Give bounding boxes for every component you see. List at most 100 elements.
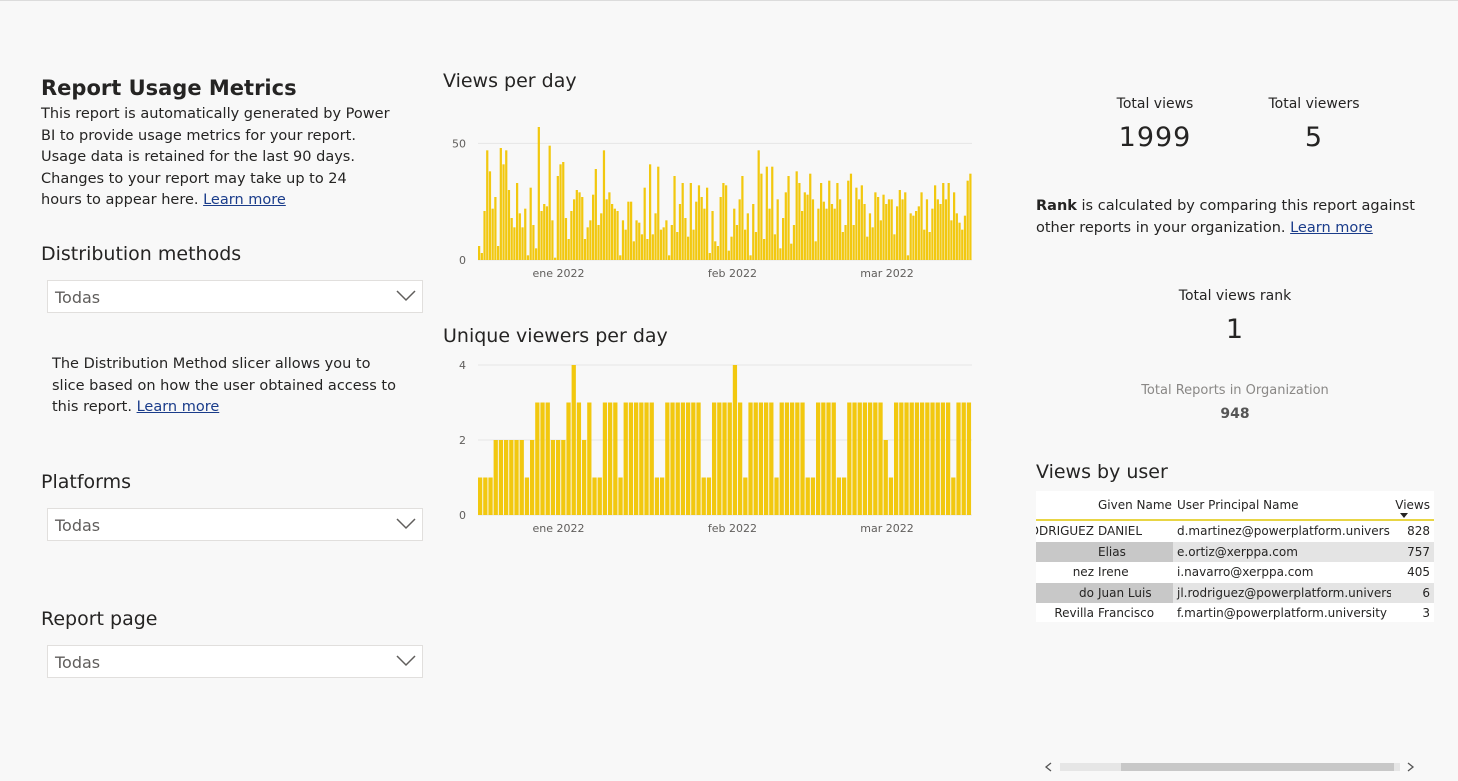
platforms-dropdown[interactable]: Todas (47, 508, 423, 541)
bar[interactable] (833, 208, 836, 260)
bar[interactable] (841, 232, 844, 260)
views-per-day-chart[interactable]: 0 50 ene 2022 feb 2022 mar 2022 (440, 100, 980, 290)
bar[interactable] (493, 440, 498, 515)
bar[interactable] (879, 220, 882, 260)
bar[interactable] (925, 199, 929, 260)
bar[interactable] (509, 440, 514, 515)
bar[interactable] (935, 402, 940, 516)
bar[interactable] (816, 402, 821, 516)
bar[interactable] (499, 148, 502, 260)
bar[interactable] (940, 402, 946, 516)
bar[interactable] (491, 208, 494, 260)
bar[interactable] (649, 164, 652, 260)
bar[interactable] (779, 248, 782, 260)
bar[interactable] (654, 213, 657, 260)
bar[interactable] (639, 402, 644, 516)
bar[interactable] (635, 220, 638, 260)
bar[interactable] (624, 229, 627, 260)
bar[interactable] (928, 232, 931, 260)
bar[interactable] (814, 241, 817, 260)
scrollbar-thumb[interactable] (1121, 763, 1394, 771)
bar[interactable] (686, 402, 691, 516)
bar[interactable] (809, 173, 812, 260)
report-page-dropdown[interactable]: Todas (47, 645, 423, 678)
bar[interactable] (586, 227, 589, 260)
bar[interactable] (757, 150, 760, 260)
bar[interactable] (665, 220, 668, 260)
bar[interactable] (849, 173, 853, 260)
bar[interactable] (961, 402, 966, 516)
bar[interactable] (896, 206, 899, 260)
bar[interactable] (530, 440, 535, 515)
bar[interactable] (646, 239, 649, 260)
bar[interactable] (904, 192, 907, 260)
bar[interactable] (643, 187, 646, 260)
bar[interactable] (771, 166, 774, 260)
bar[interactable] (894, 402, 899, 516)
bar[interactable] (581, 197, 584, 260)
bar[interactable] (550, 440, 556, 515)
bar[interactable] (630, 201, 633, 260)
bar[interactable] (873, 402, 878, 516)
bar[interactable] (909, 213, 912, 260)
bar[interactable] (516, 183, 519, 260)
bar[interactable] (578, 192, 581, 260)
bar[interactable] (743, 477, 748, 516)
bar[interactable] (681, 183, 684, 260)
bar[interactable] (673, 176, 676, 260)
bar[interactable] (695, 201, 698, 260)
bar[interactable] (847, 402, 852, 516)
bar[interactable] (675, 402, 680, 516)
bar[interactable] (768, 208, 771, 260)
bar[interactable] (956, 402, 961, 516)
bar[interactable] (951, 477, 956, 516)
bar[interactable] (765, 166, 768, 260)
bar[interactable] (701, 477, 706, 516)
bar[interactable] (882, 194, 885, 260)
bar[interactable] (696, 402, 701, 516)
bar[interactable] (963, 215, 967, 260)
bar[interactable] (748, 402, 753, 516)
bar[interactable] (730, 236, 733, 260)
bar[interactable] (917, 206, 920, 260)
bar[interactable] (640, 234, 644, 260)
bar[interactable] (618, 477, 623, 516)
bar[interactable] (623, 402, 628, 516)
bar[interactable] (540, 211, 543, 260)
bar[interactable] (594, 169, 597, 260)
bar[interactable] (714, 241, 717, 260)
table-row[interactable]: RODRIGUEZ DANIEL d.martinez@powerplatfor… (1036, 520, 1434, 542)
bar[interactable] (619, 255, 622, 260)
bar[interactable] (502, 164, 505, 260)
bar[interactable] (741, 176, 744, 260)
bar[interactable] (820, 183, 823, 260)
bar[interactable] (719, 197, 722, 260)
bar[interactable] (628, 402, 634, 516)
bar[interactable] (930, 402, 935, 516)
bar[interactable] (576, 402, 582, 516)
bar[interactable] (613, 402, 618, 516)
bar[interactable] (616, 211, 619, 260)
bar[interactable] (575, 190, 578, 260)
bar[interactable] (947, 183, 950, 260)
bar[interactable] (573, 199, 576, 260)
bar[interactable] (774, 477, 779, 516)
bar[interactable] (800, 402, 805, 516)
bar[interactable] (582, 440, 587, 515)
bar[interactable] (906, 255, 910, 260)
bar[interactable] (632, 241, 635, 260)
bar[interactable] (817, 208, 820, 260)
bar[interactable] (969, 173, 972, 260)
bar[interactable] (529, 187, 532, 260)
bar[interactable] (733, 208, 736, 260)
bar[interactable] (764, 402, 769, 516)
bar[interactable] (946, 402, 951, 516)
bar[interactable] (839, 199, 842, 260)
bar[interactable] (773, 234, 777, 260)
bar[interactable] (727, 402, 732, 516)
bar[interactable] (651, 234, 654, 260)
table-row[interactable]: Elias e.ortiz@xerppa.com 757 (1036, 541, 1434, 562)
unique-viewers-per-day-chart[interactable]: 0 2 4 ene 2022 feb 2022 mar 2022 (440, 355, 980, 545)
bar[interactable] (784, 192, 787, 260)
bar[interactable] (545, 402, 550, 516)
